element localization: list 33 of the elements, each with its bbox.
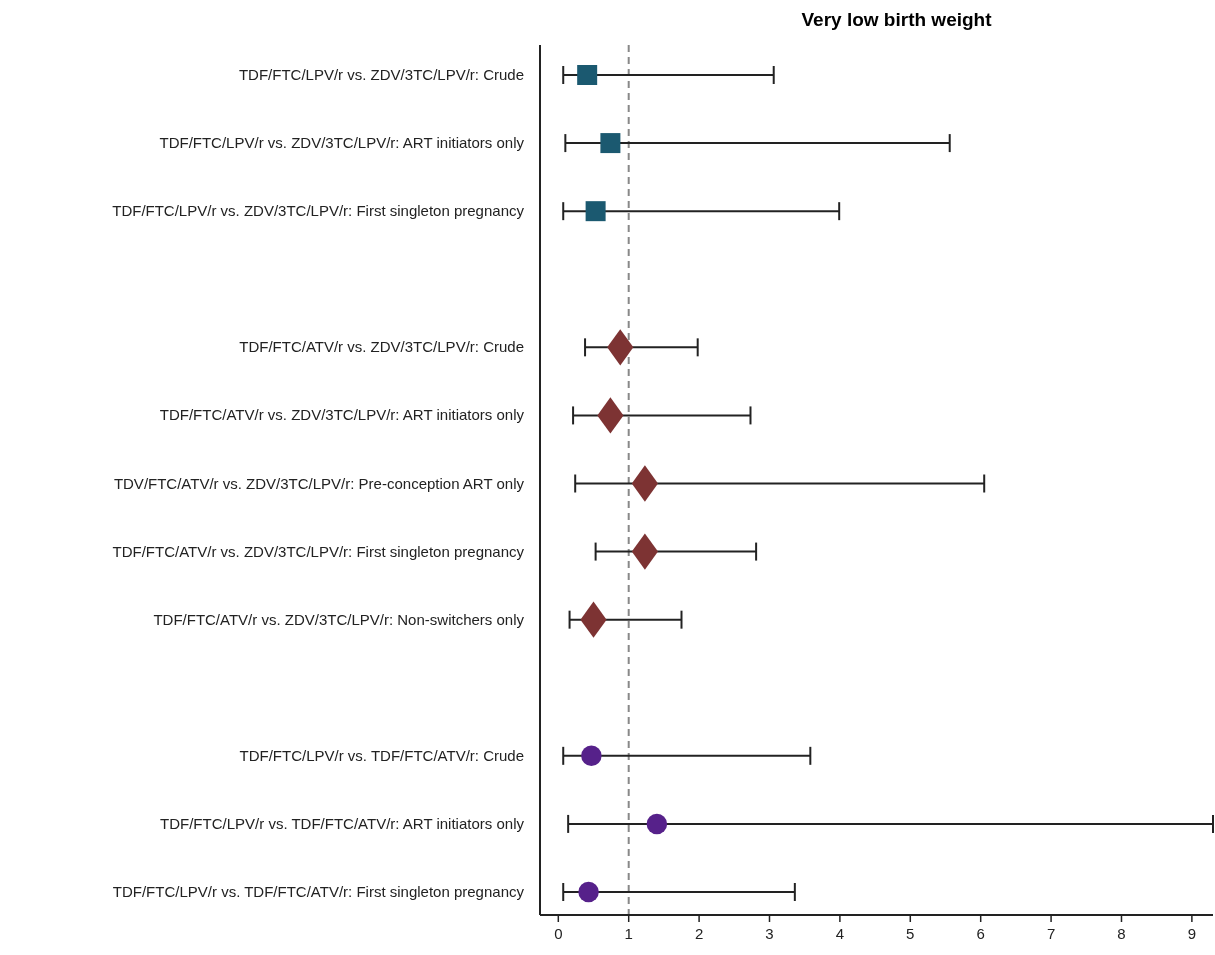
point bbox=[631, 465, 658, 502]
y-tick-label: TDF/FTC/LPV/r vs. ZDV/3TC/LPV/r: ART initiators only bbox=[159, 134, 525, 152]
y-tick-label: TDF/FTC/LPV/r vs. TDF/FTC/ATV/r: ART initiators only bbox=[160, 814, 525, 832]
y-tick-label: TDF/FTC/LPV/r vs. ZDV/3TC/LPV/r: First singleton pregnancy bbox=[112, 202, 525, 220]
point bbox=[581, 745, 602, 767]
x-tick-label: 4 bbox=[835, 925, 845, 942]
y-tick-label: TDV/FTC/ATV/r vs. ZDV/3TC/LPV/r: Pre-conception ART only bbox=[113, 474, 525, 492]
x-tick-label: 7 bbox=[1046, 925, 1056, 942]
y-tick-label: TDF/FTC/ATV/r vs. ZDV/3TC/LPV/r: First singleton pregnancy bbox=[112, 542, 525, 560]
point bbox=[597, 397, 624, 434]
point bbox=[646, 813, 668, 835]
x-tick-label: 0 bbox=[554, 925, 563, 942]
x-tick-label: 5 bbox=[906, 925, 915, 942]
y-tick-label: TDF/FTC/LPV/r vs. TDF/FTC/ATV/r: Crude bbox=[239, 746, 524, 764]
y-tick-label: TDF/FTC/ATV/r vs. ZDV/3TC/LPV/r: Crude bbox=[239, 338, 524, 356]
x-tick-label: 9 bbox=[1187, 925, 1197, 942]
x-tick-label: 1 bbox=[624, 925, 633, 942]
point bbox=[577, 65, 598, 85]
point bbox=[600, 133, 621, 154]
y-tick-label: TDF/FTC/LPV/r vs. TDF/FTC/ATV/r: First singleton pregnancy bbox=[112, 883, 525, 900]
point bbox=[631, 533, 658, 570]
point bbox=[607, 329, 634, 366]
x-tick-label: 2 bbox=[694, 925, 704, 942]
x-tick-label: 3 bbox=[765, 925, 774, 942]
point bbox=[578, 881, 599, 903]
point bbox=[585, 201, 606, 222]
x-tick-label: 6 bbox=[976, 925, 985, 942]
y-tick-label: TDF/FTC/ATV/r vs. ZDV/3TC/LPV/r: Non-switchers only bbox=[153, 610, 525, 628]
chart-title: Very low birth weight bbox=[801, 9, 993, 30]
y-tick-label: TDF/FTC/LPV/r vs. ZDV/3TC/LPV/r: Crude bbox=[238, 66, 524, 83]
x-tick-label: 8 bbox=[1117, 925, 1126, 942]
y-tick-label: TDF/FTC/ATV/r vs. ZDV/3TC/LPV/r: ART initiators only bbox=[159, 406, 525, 424]
point bbox=[580, 601, 607, 638]
